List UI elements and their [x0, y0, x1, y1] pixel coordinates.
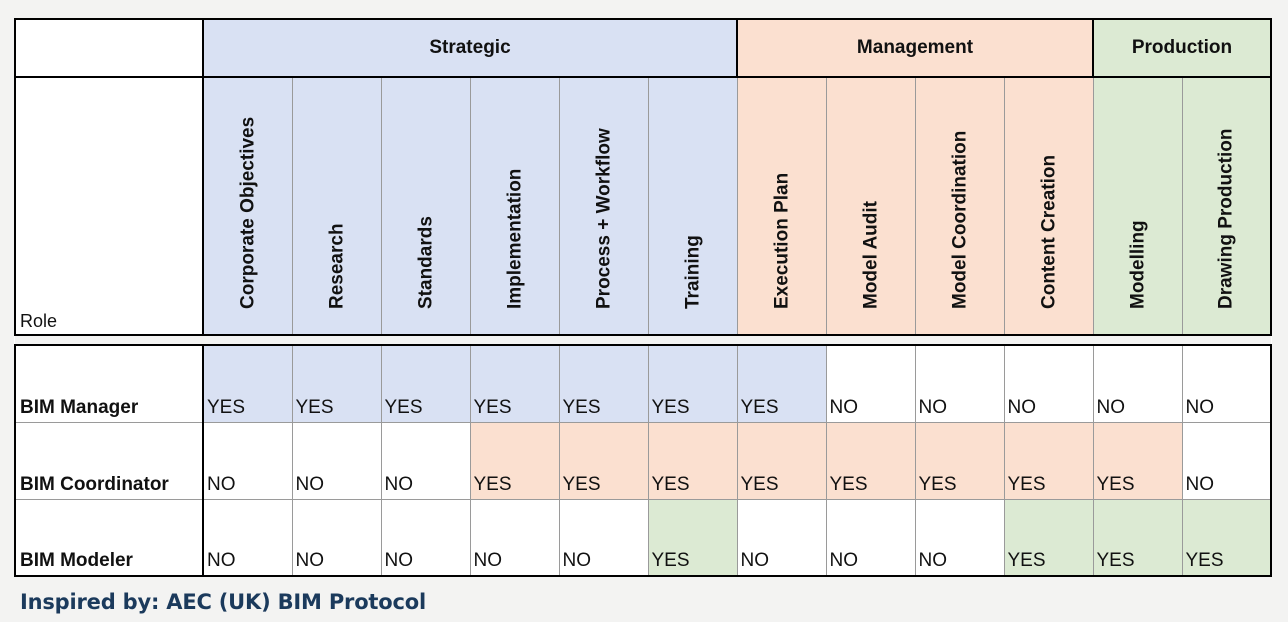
role-name: BIM Coordinator: [14, 421, 204, 500]
credit-text: Inspired by: AEC (UK) BIM Protocol: [20, 590, 426, 614]
spacer-cell: [826, 334, 915, 346]
table-row: BIM Coordinator NO NO NO YES YES YES YES YES YES Y…: [14, 421, 1272, 500]
column-header-label: Process + Workflow: [593, 128, 614, 309]
column-header: Research: [291, 76, 382, 336]
column-header: Standards: [380, 76, 471, 336]
column-header-label: Modelling: [1127, 220, 1148, 309]
column-header-label: Execution Plan: [771, 172, 792, 309]
table-cell: YES: [1003, 421, 1094, 500]
table-cell: YES: [1181, 498, 1272, 577]
table-cell: NO: [1181, 421, 1272, 500]
table-cell: NO: [380, 498, 471, 577]
column-header: Model Audit: [825, 76, 916, 336]
table-cell: NO: [1003, 344, 1094, 423]
table-cell: NO: [914, 344, 1005, 423]
spacer-cell: [915, 334, 1004, 346]
role-header: Role: [14, 76, 204, 336]
group-header-strategic: Strategic: [202, 18, 738, 78]
column-header-label: Model Audit: [860, 201, 881, 309]
role-name: BIM Manager: [14, 344, 204, 423]
table-cell: NO: [202, 498, 293, 577]
table-cell: YES: [825, 421, 916, 500]
spacer-cell: [203, 334, 292, 346]
table-cell: YES: [558, 421, 649, 500]
table-cell: NO: [291, 498, 382, 577]
column-header-label: Research: [326, 223, 347, 309]
column-header-label: Corporate Objectives: [237, 116, 259, 309]
column-header: Implementation: [469, 76, 560, 336]
table-cell: YES: [914, 421, 1005, 500]
table-cell: YES: [380, 344, 471, 423]
bim-roles-table: Strategic Management Production Role Corpora…: [14, 18, 1272, 577]
table-cell: NO: [825, 344, 916, 423]
column-header-label: Drawing Production: [1215, 128, 1237, 310]
spacer-cell: [648, 334, 737, 346]
table-cell: NO: [914, 498, 1005, 577]
spacer-cell: [381, 334, 470, 346]
table-cell: YES: [647, 344, 738, 423]
table-cell: YES: [1092, 498, 1183, 577]
table-cell: YES: [647, 421, 738, 500]
table-cell: YES: [202, 344, 293, 423]
spacer-cell: [1182, 334, 1271, 346]
spacer-cell: [292, 334, 381, 346]
column-header: Training: [647, 76, 738, 336]
table-cell: YES: [469, 421, 560, 500]
column-header-label: Content Creation: [1038, 154, 1059, 309]
table-cell: NO: [469, 498, 560, 577]
table-cell: YES: [469, 344, 560, 423]
column-header-label: Training: [682, 235, 703, 309]
spacer-cell: [737, 334, 826, 346]
table-cell: NO: [291, 421, 382, 500]
table-cell: NO: [1181, 344, 1272, 423]
table-cell: NO: [202, 421, 293, 500]
spacer-cell: [1004, 334, 1093, 346]
column-header-label: Standards: [415, 216, 436, 309]
column-header-label: Implementation: [504, 168, 525, 309]
table-cell: YES: [1092, 421, 1183, 500]
column-header: Content Creation: [1003, 76, 1094, 336]
spacer-cell: [15, 334, 203, 346]
table-row: BIM Manager YES YES YES YES YES YES YES NO NO NO NO…: [14, 344, 1272, 423]
column-header: Drawing Production: [1181, 76, 1272, 336]
corner-cell: [14, 18, 204, 78]
table-cell: NO: [558, 498, 649, 577]
column-header-label: Model Coordination: [949, 130, 970, 309]
spacer-cell: [559, 334, 648, 346]
role-name: BIM Modeler: [14, 498, 204, 577]
group-header-production: Production: [1092, 18, 1272, 78]
table-cell: NO: [736, 498, 827, 577]
column-header: Process + Workflow: [558, 76, 649, 336]
table-cell: YES: [736, 344, 827, 423]
table-cell: NO: [380, 421, 471, 500]
column-header: Corporate Objectives: [202, 76, 293, 336]
table-cell: NO: [1092, 344, 1183, 423]
group-header-management: Management: [736, 18, 1094, 78]
table-cell: YES: [558, 344, 649, 423]
table-cell: YES: [1003, 498, 1094, 577]
spacer-cell: [470, 334, 559, 346]
table-cell: YES: [736, 421, 827, 500]
table-cell: NO: [825, 498, 916, 577]
table-cell: YES: [291, 344, 382, 423]
column-header: Execution Plan: [736, 76, 827, 336]
table-row: BIM Modeler NO NO NO NO NO YES NO NO NO YES YES YES: [14, 498, 1272, 577]
column-header: Model Coordination: [914, 76, 1005, 336]
spacer-cell: [1093, 334, 1182, 346]
table-cell: YES: [647, 498, 738, 577]
column-header: Modelling: [1092, 76, 1183, 336]
